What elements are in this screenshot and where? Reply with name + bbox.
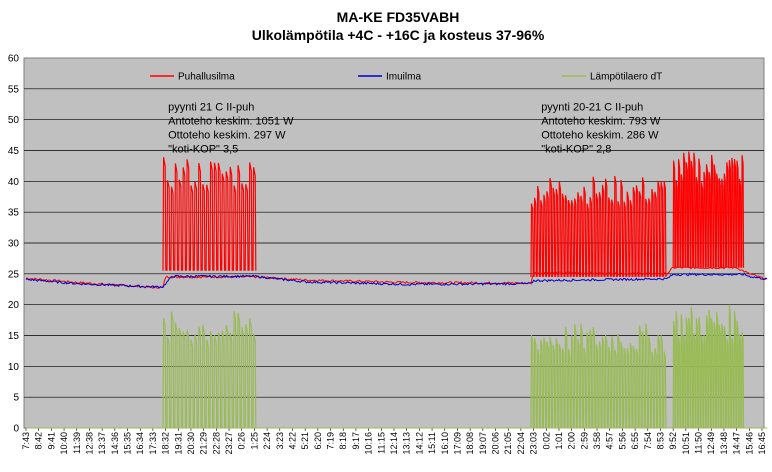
annotation-line: Ottoteho keskim. 297 W — [168, 129, 286, 141]
annotation-line: pyynti 21 C II-puh — [168, 101, 254, 113]
x-tick-label: 13:13 — [402, 432, 412, 455]
series-lines — [25, 151, 768, 429]
x-tick-label: 14:12 — [414, 432, 424, 455]
x-tick-label: 5:21 — [300, 432, 310, 450]
annotation-line: "koti-KOP" 3,5 — [168, 143, 238, 155]
x-tick-label: 10:16 — [364, 432, 374, 455]
legend-label-1: Imuilma — [386, 72, 421, 83]
y-tick-label: 60 — [8, 54, 20, 65]
series-burst-2-0 — [162, 311, 257, 429]
series-burst-0-1 — [530, 175, 667, 277]
x-tick-label: 5:56 — [617, 432, 627, 450]
x-tick-label: 4:57 — [605, 432, 615, 450]
y-tick-label: 5 — [13, 393, 19, 404]
x-tick-label: 19:31 — [173, 432, 183, 455]
x-tick-label: 10:40 — [59, 432, 69, 455]
x-tick-label: 8:42 — [34, 432, 44, 450]
x-tick-label: 3:58 — [592, 432, 602, 450]
annotation-line: Antoteho keskim. 793 W — [541, 115, 661, 127]
x-tick-label: 9:52 — [668, 432, 678, 450]
x-tick-label: 3:23 — [275, 432, 285, 450]
x-tick-label: 21:05 — [503, 432, 513, 455]
x-tick-label: 13:48 — [719, 432, 729, 455]
x-tick-label: 16:10 — [440, 432, 450, 455]
x-tick-label: 17:09 — [452, 432, 462, 455]
series-burst-0-2 — [672, 151, 745, 268]
x-tick-label: 13:37 — [97, 432, 107, 455]
annotation-line: Ottoteho keskim. 286 W — [541, 129, 659, 141]
y-axis: 0 5 10 15 20 25 30 35 40 45 50 55 60 — [8, 54, 20, 435]
x-tick-label: 20:30 — [186, 432, 196, 455]
x-tick-label: 2:24 — [262, 432, 272, 450]
x-tick-label: 18:08 — [465, 432, 475, 455]
x-tick-label: 12:14 — [389, 432, 399, 455]
x-tick-label: 4:22 — [287, 432, 297, 450]
x-tick-label: 15:46 — [744, 432, 754, 455]
x-tick-label: 15:35 — [123, 432, 133, 455]
x-tick-label: 14:47 — [732, 432, 742, 455]
legend: Puhallusilma Imuilma Lämpötilaero dT — [150, 72, 662, 83]
chart-title: MA-KE FD35VABH — [337, 9, 460, 25]
x-tick-label: 16:45 — [757, 432, 767, 455]
y-tick-label: 10 — [8, 362, 20, 373]
x-tick-label: 1:01 — [554, 432, 564, 450]
x-tick-label: 7:19 — [326, 432, 336, 450]
x-tick-label: 2:59 — [579, 432, 589, 450]
x-tick-label: 19:07 — [478, 432, 488, 455]
x-tick-label: 16:34 — [135, 432, 145, 455]
series-burst-0-0 — [162, 157, 257, 271]
x-tick-label: 22:28 — [211, 432, 221, 455]
x-tick-label: 12:49 — [706, 432, 716, 455]
annotation-line: "koti-KOP" 2,8 — [541, 143, 611, 155]
annotations: pyynti 21 C II-puh Antoteho keskim. 1051 … — [168, 101, 661, 155]
x-tick-label: 22:04 — [516, 432, 526, 455]
y-tick-label: 50 — [8, 115, 20, 126]
x-tick-label: 9:17 — [351, 432, 361, 450]
series-burst-2-2 — [672, 304, 745, 429]
y-tick-label: 15 — [8, 331, 20, 342]
x-tick-label: 7:54 — [643, 432, 653, 450]
x-tick-label: 1:25 — [249, 432, 259, 450]
x-tick-label: 0:26 — [237, 432, 247, 450]
x-tick-label: 7:43 — [21, 432, 31, 450]
series-line-1 — [25, 272, 768, 289]
annotation-line: pyynti 20-21 C II-puh — [541, 101, 643, 113]
x-tick-label: 8:18 — [338, 432, 348, 450]
legend-label-2: Lämpötilaero dT — [590, 72, 662, 83]
x-tick-label: 2:00 — [567, 432, 577, 450]
x-tick-label: 6:55 — [630, 432, 640, 450]
x-tick-label: 11:15 — [376, 432, 386, 454]
x-tick-label: 23:27 — [224, 432, 234, 455]
x-axis: 7:43 8:42 9:41 10:40 11:39 12:38 13:37 14:36 15:… — [21, 428, 767, 455]
x-tick-label: 15:11 — [427, 432, 437, 454]
x-tick-label: 8:53 — [655, 432, 665, 450]
x-tick-label: 9:41 — [46, 432, 56, 450]
series-burst-2-1 — [530, 323, 667, 429]
x-tick-label: 11:39 — [72, 432, 82, 454]
y-tick-label: 30 — [8, 239, 20, 250]
x-tick-label: 6:20 — [313, 432, 323, 450]
y-tick-label: 45 — [8, 146, 20, 157]
legend-label-0: Puhallusilma — [178, 72, 235, 83]
x-tick-label: 20:06 — [491, 432, 501, 455]
y-tick-label: 0 — [13, 424, 19, 435]
x-tick-label: 23:03 — [529, 432, 539, 455]
x-tick-label: 18:32 — [161, 432, 171, 455]
x-tick-label: 0:02 — [541, 432, 551, 450]
x-tick-label: 14:36 — [110, 432, 120, 455]
y-tick-label: 35 — [8, 208, 20, 219]
y-tick-label: 25 — [8, 269, 20, 280]
chart-subtitle: Ulkolämpötila +4C - +16C ja kosteus 37-9… — [252, 27, 545, 43]
x-tick-label: 17:33 — [148, 432, 158, 455]
y-tick-label: 55 — [8, 84, 20, 95]
x-tick-label: 11:50 — [694, 432, 704, 454]
x-tick-label: 12:38 — [84, 432, 94, 455]
x-tick-label: 21:29 — [199, 432, 209, 455]
y-tick-label: 20 — [8, 300, 20, 311]
x-tick-label: 10:51 — [681, 432, 691, 455]
annotation-line: Antoteho keskim. 1051 W — [168, 115, 294, 127]
y-tick-label: 40 — [8, 177, 20, 188]
